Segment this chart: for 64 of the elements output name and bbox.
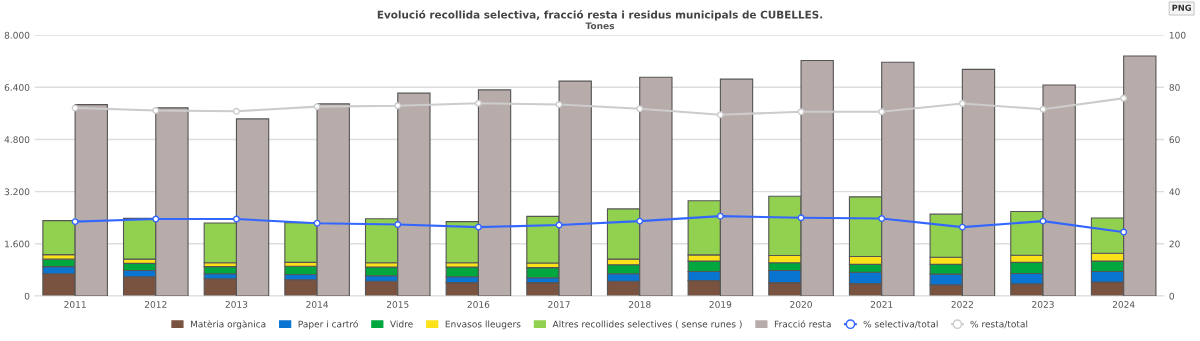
point [1039, 217, 1047, 225]
point [878, 108, 886, 116]
x-tick-label: 2024 [1112, 301, 1135, 308]
x-tick-label: 2017 [548, 301, 570, 308]
point [958, 223, 966, 231]
point [394, 102, 402, 110]
point [232, 107, 240, 115]
legend-label: % selectiva/total [863, 320, 938, 329]
legend-label: Paper i cartró [298, 320, 358, 330]
x-tick-label: 2018 [628, 301, 651, 308]
x-tick-label: 2011 [64, 301, 86, 308]
legend-label: Matèria orgànica [190, 320, 266, 330]
x-tick-label: 2023 [1032, 301, 1054, 308]
point [394, 221, 402, 228]
x-tick-label: 2014 [306, 301, 329, 308]
chart-subtitle: Tones [585, 22, 615, 30]
y2-tick-label: 100 [1169, 31, 1186, 39]
point [1039, 105, 1047, 113]
point [797, 108, 805, 116]
x-tick-label: 2013 [225, 301, 248, 308]
y2-tick-label: 80 [1169, 84, 1180, 91]
point [474, 99, 482, 107]
chart-title: Evolució recollida selectiva, fracció resta i residus municipals de CUBELLES. [377, 10, 823, 21]
y-tick-label: 3.200 [4, 188, 30, 196]
y-tick-label: 4.800 [4, 136, 30, 144]
y-tick-label: 8.000 [4, 31, 30, 39]
point [71, 104, 79, 112]
point [1120, 228, 1128, 236]
point [152, 215, 160, 223]
x-tick-label: 2012 [144, 301, 167, 308]
legend-label: Altres recollides selectives ( sense runes ) [552, 320, 742, 329]
legend-label: Vidre [390, 320, 413, 328]
x-tick-label: 2019 [709, 301, 732, 308]
y-tick-label: 0 [24, 292, 30, 300]
point [474, 223, 482, 231]
point [878, 215, 886, 222]
x-tick-label: 2020 [790, 301, 812, 308]
point [555, 101, 563, 108]
legend-label: Envasos lleugers [445, 320, 521, 330]
y-tick-label: 6.400 [4, 84, 30, 91]
point [716, 212, 724, 220]
point [797, 214, 805, 222]
y-tick-label: 1.600 [5, 240, 30, 248]
point [636, 105, 644, 113]
point [958, 99, 966, 107]
point [232, 215, 240, 223]
point [71, 218, 79, 226]
x-tick-label: 2015 [386, 301, 409, 308]
point [313, 219, 321, 227]
x-tick-label: 2021 [870, 301, 893, 308]
y2-tick-label: 40 [1169, 188, 1180, 196]
y2-tick-label: 20 [1169, 240, 1180, 248]
legend-label: Fracció resta [774, 320, 831, 328]
y2-tick-label: 60 [1169, 136, 1180, 144]
point [313, 103, 321, 111]
point [716, 111, 724, 119]
x-tick-label: 2022 [951, 301, 973, 308]
text: PNG [1172, 4, 1191, 11]
point [636, 217, 644, 225]
point [152, 107, 160, 114]
point [1120, 94, 1128, 102]
x-tick-label: 2016 [467, 301, 490, 308]
y2-tick-label: 0 [1169, 292, 1175, 300]
legend-label: % resta/total [970, 320, 1028, 329]
